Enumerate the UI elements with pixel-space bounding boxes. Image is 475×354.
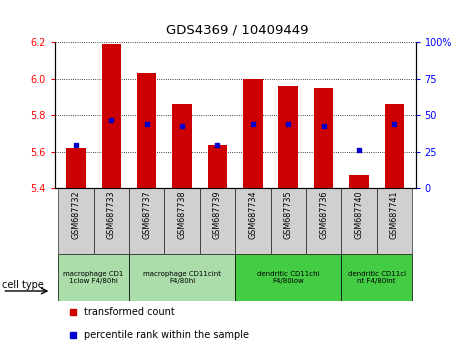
Bar bbox=[172, 104, 192, 188]
Text: percentile rank within the sample: percentile rank within the sample bbox=[84, 330, 248, 340]
Text: transformed count: transformed count bbox=[84, 307, 174, 316]
Text: GSM687735: GSM687735 bbox=[284, 191, 293, 240]
Bar bbox=[377, 188, 412, 254]
Bar bbox=[164, 188, 200, 254]
Text: dendritic CD11ci
nt F4/80int: dendritic CD11ci nt F4/80int bbox=[348, 271, 406, 284]
Text: GSM687741: GSM687741 bbox=[390, 191, 399, 239]
Text: macrophage CD1
1clow F4/80hi: macrophage CD1 1clow F4/80hi bbox=[63, 271, 124, 284]
Bar bbox=[278, 86, 298, 188]
Text: GSM687736: GSM687736 bbox=[319, 191, 328, 239]
Bar bbox=[306, 188, 342, 254]
Bar bbox=[243, 79, 263, 188]
Bar bbox=[129, 254, 235, 301]
Bar bbox=[377, 42, 412, 188]
Bar bbox=[306, 42, 342, 188]
Text: GSM687737: GSM687737 bbox=[142, 191, 151, 240]
Bar bbox=[200, 188, 235, 254]
Bar bbox=[342, 254, 412, 301]
Bar bbox=[208, 144, 227, 188]
Bar bbox=[58, 254, 129, 301]
Bar bbox=[235, 254, 342, 301]
Bar bbox=[314, 88, 333, 188]
Bar bbox=[129, 42, 164, 188]
Bar bbox=[342, 188, 377, 254]
Bar bbox=[94, 188, 129, 254]
Text: cell type: cell type bbox=[2, 280, 44, 290]
Bar bbox=[235, 42, 271, 188]
Bar bbox=[164, 42, 200, 188]
Bar bbox=[342, 42, 377, 188]
Bar bbox=[102, 44, 121, 188]
Bar bbox=[385, 104, 404, 188]
Text: GSM687732: GSM687732 bbox=[71, 191, 80, 240]
Bar bbox=[94, 42, 129, 188]
Bar bbox=[129, 188, 164, 254]
Bar bbox=[271, 188, 306, 254]
Text: GSM687740: GSM687740 bbox=[354, 191, 363, 239]
Bar bbox=[271, 42, 306, 188]
Bar bbox=[235, 188, 271, 254]
Text: dendritic CD11chi
F4/80low: dendritic CD11chi F4/80low bbox=[257, 271, 320, 284]
Bar bbox=[200, 42, 235, 188]
Bar bbox=[137, 73, 156, 188]
Bar bbox=[66, 148, 86, 188]
Text: GSM687734: GSM687734 bbox=[248, 191, 257, 239]
Bar bbox=[58, 188, 94, 254]
Text: GSM687733: GSM687733 bbox=[107, 191, 116, 239]
Text: GDS4369 / 10409449: GDS4369 / 10409449 bbox=[166, 23, 309, 36]
Text: macrophage CD11cint
F4/80hi: macrophage CD11cint F4/80hi bbox=[143, 271, 221, 284]
Text: GSM687739: GSM687739 bbox=[213, 191, 222, 240]
Bar bbox=[349, 176, 369, 188]
Text: GSM687738: GSM687738 bbox=[178, 191, 187, 239]
Bar bbox=[58, 42, 94, 188]
